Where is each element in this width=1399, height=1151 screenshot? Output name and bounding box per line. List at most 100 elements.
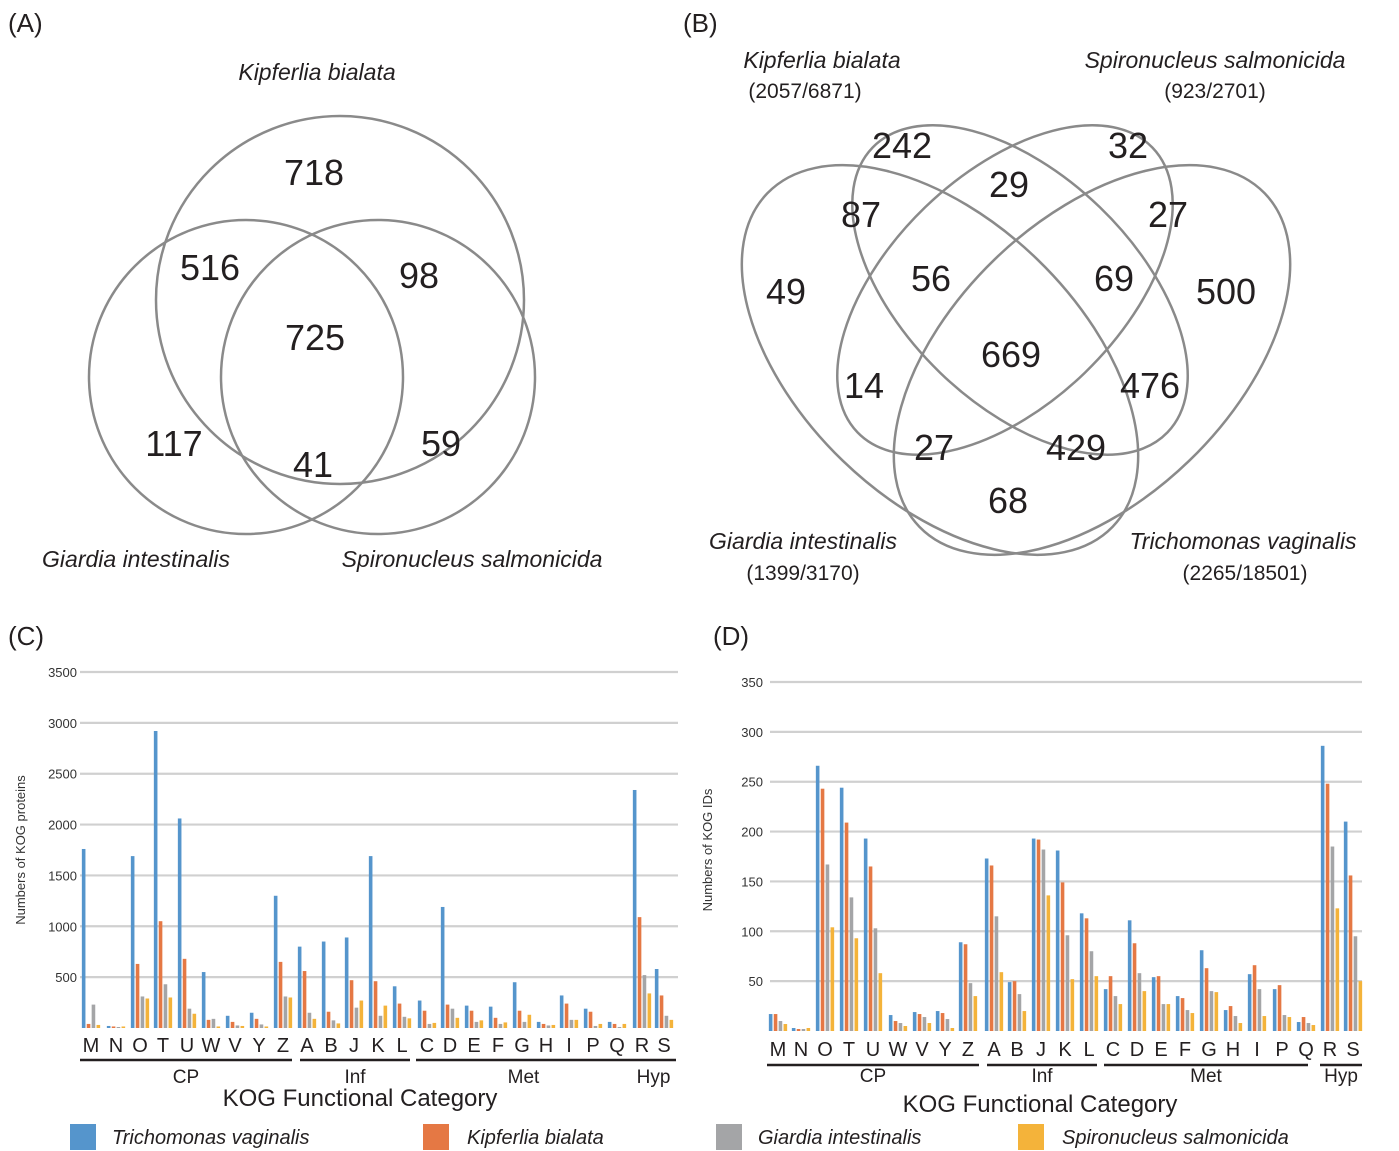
x-category-label: F (1179, 1039, 1191, 1061)
y-tick-label: 100 (741, 924, 763, 939)
bar-D-series-3 (1137, 973, 1142, 1031)
x-category-label: C (420, 1035, 434, 1057)
bar-T-series-4 (854, 938, 859, 1031)
bar-G-series-1 (512, 982, 517, 1028)
bar-I-series-1 (1247, 974, 1252, 1031)
bar-Y-series-4 (950, 1028, 955, 1031)
chart-c-xlabel: KOG Functional Category (223, 1085, 498, 1112)
bar-S-series-1 (654, 969, 659, 1028)
x-category-label: N (109, 1035, 123, 1057)
venn-b-ellipse-giardia (740, 163, 1140, 557)
x-category-label: R (635, 1035, 649, 1057)
bar-N-series-1 (791, 1028, 796, 1031)
bar-M-series-1 (768, 1014, 773, 1031)
bar-B-series-3 (1017, 994, 1022, 1031)
bar-U-series-2 (868, 866, 873, 1031)
venn-a (87, 114, 537, 536)
bar-O-series-4 (830, 927, 835, 1031)
bar-U-series-2 (182, 958, 187, 1028)
bar-H-series-3 (1233, 1016, 1238, 1031)
bar-D-series-4 (455, 1017, 460, 1028)
bar-Q-series-3 (617, 1026, 622, 1028)
bar-I-series-4 (574, 1019, 579, 1028)
bar-J-series-1 (1031, 838, 1036, 1031)
x-category-label: Y (938, 1039, 951, 1061)
bar-T-series-2 (158, 921, 163, 1028)
bar-P-series-1 (583, 1008, 588, 1028)
bar-L-series-2 (1084, 918, 1089, 1031)
bar-R-series-2 (1325, 783, 1330, 1031)
x-category-label: O (817, 1039, 833, 1061)
bar-S-series-3 (664, 1015, 669, 1028)
x-category-label: D (1130, 1039, 1144, 1061)
venn-b-ellipse-kipferlia (851, 124, 1189, 456)
bar-J-series-4 (1046, 895, 1051, 1031)
venn-b-region-s-only: 32 (1108, 125, 1148, 166)
x-category-label: B (324, 1035, 337, 1057)
x-category-label: W (202, 1035, 221, 1057)
bar-R-series-4 (647, 993, 652, 1028)
x-category-label: M (770, 1039, 787, 1061)
bar-C-series-3 (1113, 996, 1118, 1031)
x-category-label: P (586, 1035, 599, 1057)
bar-G-series-3 (522, 1021, 527, 1028)
bar-P-series-2 (1277, 985, 1282, 1031)
bar-Z-series-1 (958, 942, 963, 1031)
bar-A-series-3 (307, 1012, 312, 1028)
x-category-label: D (443, 1035, 457, 1057)
bar-I-series-2 (564, 1003, 569, 1028)
bar-E-series-2 (469, 1010, 474, 1028)
x-category-label: V (915, 1039, 929, 1061)
x-category-label: Z (962, 1039, 974, 1061)
bar-U-series-4 (878, 973, 883, 1031)
bar-K-series-2 (1060, 882, 1065, 1031)
bar-D-series-3 (450, 1008, 455, 1028)
bar-R-series-1 (632, 789, 637, 1028)
y-tick-label: 3000 (48, 716, 77, 731)
bar-G-series-4 (1214, 992, 1219, 1031)
bar-H-series-2 (1228, 1006, 1233, 1031)
bar-N-series-4 (806, 1028, 811, 1031)
bar-C-series-2 (422, 1010, 427, 1028)
bar-D-series-1 (1127, 920, 1132, 1031)
x-category-label: J (349, 1035, 359, 1057)
bar-V-series-1 (912, 1012, 917, 1031)
x-category-label: F (492, 1035, 504, 1057)
bar-L-series-3 (402, 1016, 407, 1028)
legend-swatch-trichomonas (70, 1124, 96, 1150)
bar-E-series-2 (1156, 976, 1161, 1031)
venn-b (740, 124, 1292, 557)
bar-Z-series-4 (288, 997, 293, 1028)
bar-S-series-2 (1348, 875, 1353, 1031)
bar-K-series-2 (373, 981, 378, 1028)
y-tick-label: 1000 (48, 919, 77, 934)
bar-P-series-1 (1272, 989, 1277, 1031)
x-category-label: K (1058, 1039, 1072, 1061)
bar-E-series-4 (1166, 1004, 1171, 1031)
y-tick-label: 350 (741, 675, 763, 690)
bar-L-series-2 (397, 1003, 402, 1028)
bar-W-series-2 (206, 1019, 211, 1028)
bar-B-series-4 (1022, 1011, 1027, 1031)
venn-b-region-g-k: 87 (841, 194, 881, 235)
y-tick-label: 3500 (48, 665, 77, 680)
y-tick-label: 150 (741, 874, 763, 889)
x-category-label: G (514, 1035, 530, 1057)
bar-C-series-2 (1108, 976, 1113, 1031)
group-label: Hyp (637, 1067, 671, 1088)
group-label: Inf (1031, 1066, 1053, 1087)
bar-Y-series-1 (249, 1012, 254, 1028)
bar-F-series-1 (1175, 996, 1180, 1031)
venn-b-region-lower-left: 27 (914, 427, 954, 468)
bar-U-series-1 (177, 818, 182, 1028)
x-category-label: U (866, 1039, 880, 1061)
bar-B-series-1 (1007, 982, 1012, 1031)
bar-Q-series-1 (607, 1021, 612, 1028)
venn-b-region-k-s-t: 69 (1094, 258, 1134, 299)
bar-F-series-1 (488, 1006, 493, 1028)
bar-E-series-1 (464, 1005, 469, 1028)
venn-b-count-kipferlia: (2057/6871) (748, 80, 861, 103)
group-label: Met (508, 1067, 540, 1088)
x-category-label: I (1254, 1039, 1260, 1061)
